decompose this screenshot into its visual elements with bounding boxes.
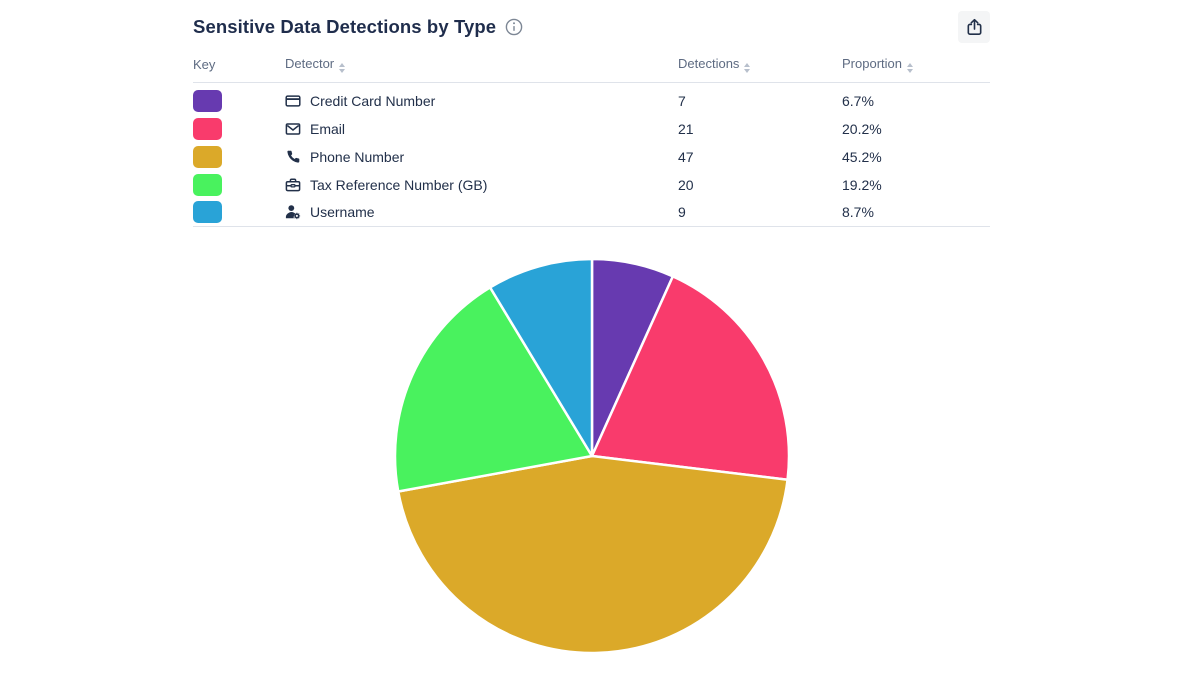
pie-slice-tax-reference-number-gb[interactable] xyxy=(393,286,594,493)
detections-value: 47 xyxy=(678,148,694,165)
phone-icon xyxy=(285,149,301,165)
key-color-swatch xyxy=(193,201,222,224)
detections-value: 21 xyxy=(678,120,694,137)
table-row: Email 21 20.2% xyxy=(193,115,990,143)
email-icon xyxy=(285,121,301,137)
proportion-value: 20.2% xyxy=(842,120,882,137)
column-header-detector[interactable]: Detector xyxy=(285,56,678,83)
pie-chart xyxy=(393,257,791,655)
briefcase-icon xyxy=(285,177,301,193)
table-body: Credit Card Number 7 6.7% Email 21 20.2% Phone… xyxy=(193,83,990,227)
detections-value: 20 xyxy=(678,176,694,193)
key-color-swatch xyxy=(193,145,222,168)
detector-name: Credit Card Number xyxy=(310,92,436,109)
sort-icon xyxy=(906,63,913,73)
column-label: Key xyxy=(193,57,216,72)
info-icon[interactable] xyxy=(505,18,523,36)
column-label: Detections xyxy=(678,56,740,71)
column-header-detections[interactable]: Detections xyxy=(678,56,842,83)
sort-icon xyxy=(744,63,751,73)
column-header-proportion[interactable]: Proportion xyxy=(842,56,990,83)
table-header-row: Key Detector Detections Proportion xyxy=(193,56,990,83)
pie-chart-container xyxy=(382,246,802,666)
table-row: Phone Number 47 45.2% xyxy=(193,143,990,171)
pie-slice-phone-number[interactable] xyxy=(396,454,789,655)
table-row: Tax Reference Number (GB) 20 19.2% xyxy=(193,171,990,199)
key-color-swatch xyxy=(193,89,222,112)
proportion-value: 8.7% xyxy=(842,198,990,227)
key-color-swatch xyxy=(193,173,222,196)
card-header: Sensitive Data Detections by Type xyxy=(193,11,990,43)
proportion-value: 19.2% xyxy=(842,176,882,193)
detector-name: Username xyxy=(310,204,375,221)
page-title: Sensitive Data Detections by Type xyxy=(193,16,497,37)
detector-name: Tax Reference Number (GB) xyxy=(310,176,488,193)
detections-table: Key Detector Detections Proportion Credit C… xyxy=(193,56,990,227)
credit-card-icon xyxy=(285,93,301,109)
table-row: Credit Card Number 7 6.7% xyxy=(193,83,990,115)
detector-name: Email xyxy=(310,120,346,137)
pie-slice-email[interactable] xyxy=(590,275,791,481)
sort-icon xyxy=(339,63,346,73)
detections-value: 9 xyxy=(678,198,842,227)
detections-value: 7 xyxy=(678,92,686,109)
user-gear-icon xyxy=(285,204,301,220)
column-header-key: Key xyxy=(193,56,285,83)
proportion-value: 6.7% xyxy=(842,92,874,109)
column-label: Detector xyxy=(285,56,335,71)
key-color-swatch xyxy=(193,117,222,140)
table-row: Username 9 8.7% xyxy=(193,198,990,227)
share-icon xyxy=(965,18,984,37)
proportion-value: 45.2% xyxy=(842,148,882,165)
pie-slice-username[interactable] xyxy=(488,257,594,458)
detector-name: Phone Number xyxy=(310,148,405,165)
export-button[interactable] xyxy=(958,11,990,43)
column-label: Proportion xyxy=(842,56,902,71)
